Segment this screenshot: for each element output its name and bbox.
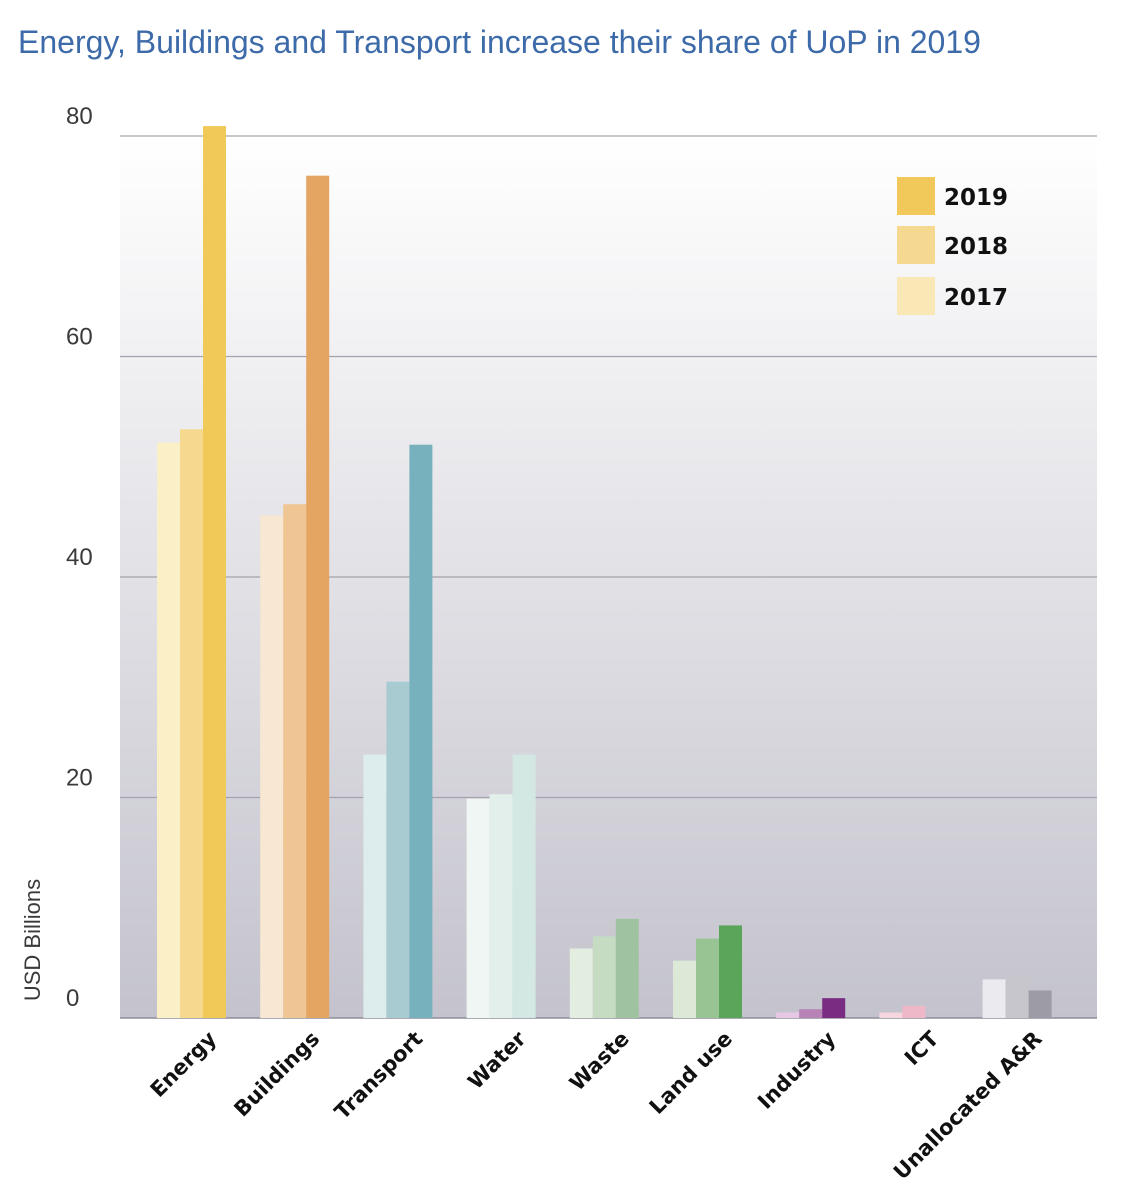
- bar-industry-2018: [799, 1009, 823, 1018]
- bar-energy-2019: [203, 126, 226, 1018]
- x-category-label: Energy: [146, 1026, 222, 1102]
- bar-water-2017: [466, 798, 490, 1018]
- bar-waste-2017: [569, 948, 593, 1018]
- x-category-label: Industry: [753, 1026, 840, 1113]
- bar-buildings-2018: [283, 504, 307, 1018]
- bar-transport-2018: [386, 681, 410, 1018]
- bar-energy-2018: [180, 429, 203, 1018]
- y-tick-label: 0: [66, 985, 79, 1012]
- x-category-label: ICT: [900, 1026, 944, 1070]
- y-tick-label: 20: [66, 765, 93, 792]
- y-tick-label: 80: [66, 103, 93, 130]
- x-category-label: Waste: [565, 1027, 634, 1096]
- bar-waste-2018: [592, 936, 616, 1018]
- x-category-label: Land use: [645, 1027, 737, 1119]
- bar-buildings-2019: [306, 175, 330, 1018]
- x-category-label: Transport: [330, 1027, 427, 1124]
- bar-transport-2017: [363, 754, 387, 1018]
- legend: 2019 2018 2017: [897, 177, 1008, 315]
- bar-water-2019: [512, 754, 536, 1018]
- bar-industry-2019: [822, 998, 846, 1018]
- bar-land-use-2017: [673, 960, 696, 1018]
- bar-unallocated-a-r-2018: [1005, 979, 1029, 1018]
- bar-buildings-2017: [260, 515, 284, 1018]
- legend-label-2017: 2017: [944, 285, 1008, 311]
- bars: [157, 126, 1052, 1018]
- legend-label-2018: 2018: [944, 234, 1008, 260]
- bar-unallocated-a-r-2019: [1028, 990, 1052, 1018]
- legend-label-2019: 2019: [944, 185, 1008, 211]
- bar-waste-2019: [615, 918, 639, 1018]
- chart-title: Energy, Buildings and Transport increase…: [18, 24, 981, 60]
- y-axis: 0 20 40 60 80: [66, 103, 93, 1012]
- y-tick-label: 40: [66, 544, 93, 571]
- x-axis: Energy Buildings Transport Water Waste Land u…: [146, 1026, 1047, 1184]
- bar-unallocated-a-r-2017: [982, 979, 1006, 1018]
- bar-energy-2017: [157, 442, 180, 1018]
- bar-land-use-2019: [719, 925, 742, 1018]
- x-category-label: Buildings: [229, 1027, 324, 1122]
- x-category-label: Water: [463, 1026, 531, 1094]
- legend-swatch-2019: [897, 177, 935, 215]
- y-axis-label: USD Billions: [20, 879, 45, 1001]
- bar-land-use-2018: [696, 938, 719, 1018]
- bar-water-2018: [489, 794, 513, 1018]
- bar-ict-2018: [902, 1005, 926, 1018]
- legend-swatch-2017: [897, 277, 935, 315]
- bar-industry-2017: [776, 1012, 800, 1018]
- legend-swatch-2018: [897, 226, 935, 264]
- bar-ict-2017: [879, 1012, 903, 1018]
- bar-transport-2019: [409, 444, 433, 1018]
- y-tick-label: 60: [66, 324, 93, 351]
